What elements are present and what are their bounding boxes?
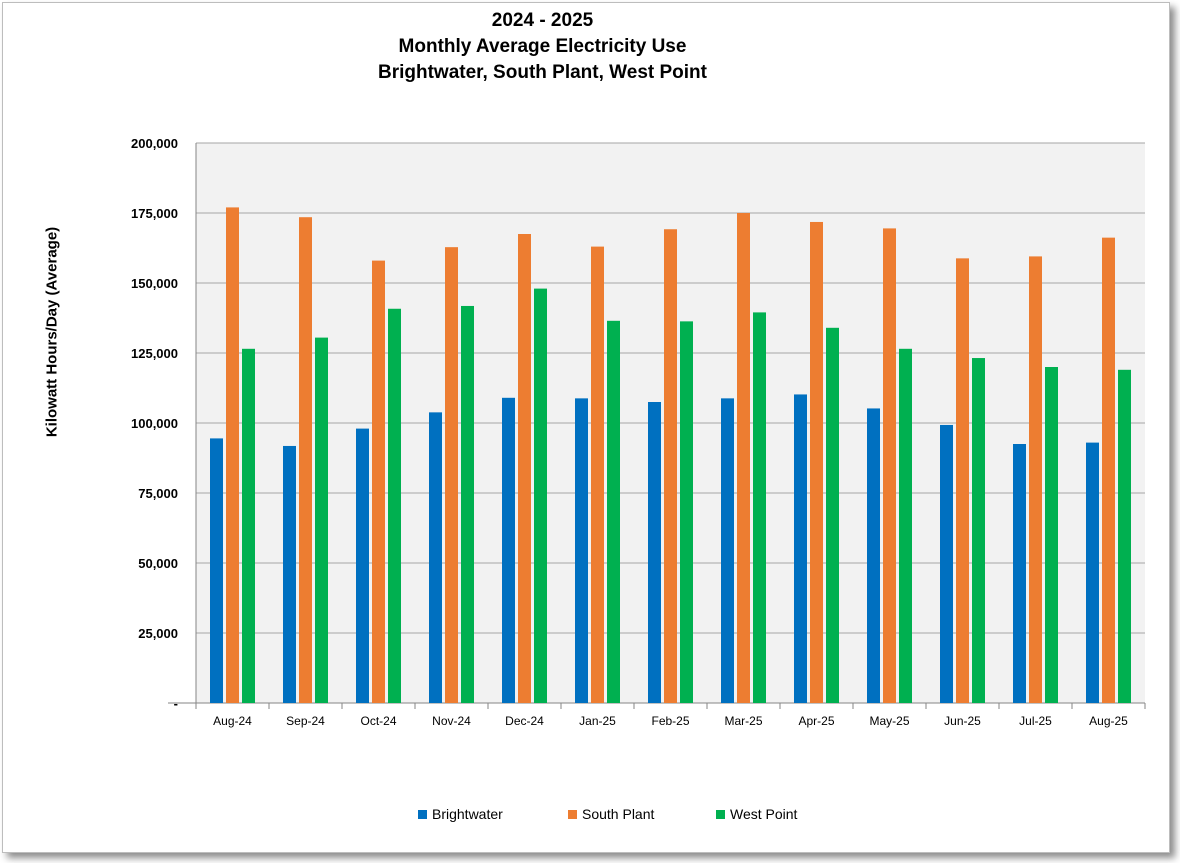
- y-tick-label: 50,000: [138, 556, 178, 571]
- bar-west-point: [680, 321, 693, 703]
- bar-south-plant: [956, 258, 969, 703]
- bar-west-point: [388, 308, 401, 703]
- bar-west-point: [242, 348, 255, 703]
- bar-south-plant: [1102, 237, 1115, 703]
- chart-title: 2024 - 2025 Monthly Average Electricity …: [0, 8, 1085, 86]
- y-tick-label: 75,000: [138, 486, 178, 501]
- x-tick-label: Jul-25: [1019, 714, 1052, 728]
- bar-south-plant: [299, 217, 312, 703]
- bar-south-plant: [737, 213, 750, 703]
- legend-label: South Plant: [582, 806, 655, 822]
- bar-south-plant: [810, 221, 823, 703]
- legend-item-brightwater: Brightwater: [418, 806, 503, 822]
- legend-swatch: [418, 809, 427, 819]
- bar-brightwater: [940, 424, 953, 703]
- bar-west-point: [315, 337, 328, 703]
- bar-brightwater: [721, 398, 734, 703]
- bar-brightwater: [1086, 442, 1099, 703]
- x-tick-label: Apr-25: [798, 714, 834, 728]
- bar-west-point: [607, 320, 620, 703]
- legend: Brightwater South Plant West Point: [0, 806, 1180, 826]
- bar-south-plant: [445, 247, 458, 703]
- legend-swatch: [568, 809, 577, 819]
- x-tick-label: May-25: [869, 714, 909, 728]
- y-tick-label: 25,000: [138, 626, 178, 641]
- bar-brightwater: [648, 402, 661, 703]
- y-tick-label: 100,000: [131, 416, 178, 431]
- x-tick-label: Feb-25: [651, 714, 689, 728]
- legend-label: Brightwater: [432, 806, 503, 822]
- bar-south-plant: [226, 207, 239, 703]
- bar-south-plant: [372, 260, 385, 703]
- chart-title-line-2: Monthly Average Electricity Use: [398, 36, 687, 57]
- y-tick-label: 175,000: [131, 206, 178, 221]
- x-tick-label: Dec-24: [505, 714, 544, 728]
- bar-brightwater: [356, 428, 369, 703]
- bar-south-plant: [518, 234, 531, 703]
- bar-brightwater: [429, 412, 442, 703]
- bar-brightwater: [1013, 444, 1026, 703]
- bar-brightwater: [502, 397, 515, 703]
- bar-south-plant: [1029, 256, 1042, 703]
- x-tick-label: Oct-24: [360, 714, 396, 728]
- chart-title-line-1: 2024 - 2025: [491, 10, 594, 31]
- legend-item-west-point: West Point: [716, 806, 797, 822]
- chart-title-line-3: Brightwater, South Plant, West Point: [377, 62, 707, 83]
- bar-west-point: [461, 305, 474, 703]
- x-tick-label: Aug-24: [213, 714, 252, 728]
- bar-west-point: [1118, 369, 1131, 703]
- x-tick-label: Sep-24: [286, 714, 325, 728]
- bar-west-point: [826, 327, 839, 703]
- legend-label: West Point: [730, 806, 798, 822]
- bar-south-plant: [664, 229, 677, 704]
- bar-brightwater: [283, 445, 296, 703]
- y-tick-label: 125,000: [131, 346, 178, 361]
- bar-south-plant: [883, 228, 896, 703]
- y-tick-label: 200,000: [131, 136, 178, 151]
- bar-west-point: [1045, 367, 1058, 703]
- legend-swatch: [716, 809, 725, 819]
- x-tick-label: Jun-25: [944, 714, 981, 728]
- y-tick-label: 150,000: [131, 276, 178, 291]
- bar-west-point: [534, 288, 547, 703]
- x-tick-label: Nov-24: [432, 714, 471, 728]
- bar-brightwater: [210, 438, 223, 703]
- x-tick-label: Mar-25: [724, 714, 762, 728]
- bar-brightwater: [867, 408, 880, 703]
- bar-west-point: [753, 312, 766, 703]
- bar-west-point: [972, 358, 985, 703]
- legend-item-south-plant: South Plant: [568, 806, 654, 822]
- x-tick-label: Aug-25: [1089, 714, 1128, 728]
- bar-west-point: [899, 348, 912, 703]
- bar-brightwater: [575, 398, 588, 703]
- x-tick-label: Jan-25: [579, 714, 616, 728]
- bar-south-plant: [591, 246, 604, 703]
- bar-brightwater: [794, 394, 807, 703]
